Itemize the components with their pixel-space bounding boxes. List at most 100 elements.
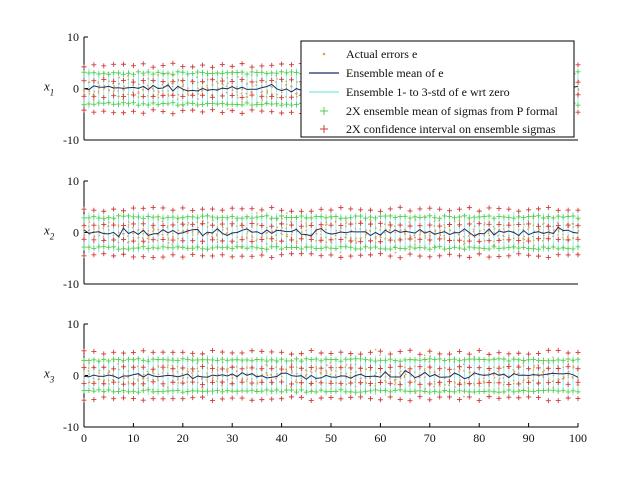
sigma-mean-point <box>461 246 467 252</box>
ci-point <box>447 379 453 385</box>
actual-error-point <box>107 221 110 224</box>
ci-point <box>190 379 196 385</box>
actual-error-point <box>330 387 332 390</box>
sigma-mean-point <box>437 244 443 250</box>
sigma-mean-point <box>397 358 403 364</box>
ci-point <box>101 364 107 370</box>
actual-error-point <box>221 77 223 79</box>
actual-error-point <box>127 235 129 237</box>
sigma-mean-point <box>229 357 235 363</box>
sigma-mean-point <box>269 101 275 107</box>
ci-point <box>269 62 275 68</box>
ci-point <box>437 366 443 372</box>
ci-point <box>111 396 117 402</box>
sigma-mean-point <box>328 388 334 394</box>
ci-point <box>328 350 334 356</box>
actual-error-point <box>271 86 274 88</box>
sigma-mean-point <box>180 389 186 395</box>
sigma-mean-point <box>180 215 186 221</box>
sigma-mean-point <box>481 389 487 395</box>
ci-point <box>209 64 215 70</box>
actual-error-point <box>567 370 570 373</box>
actual-error-point <box>206 233 209 236</box>
sigma-mean-point <box>130 357 136 363</box>
actual-error-point <box>117 224 120 226</box>
actual-error-point <box>161 90 164 92</box>
x-tick-label: 30 <box>226 431 238 445</box>
sigma-mean-point <box>293 356 299 362</box>
actual-error-point <box>157 379 160 382</box>
ci-point <box>101 77 107 83</box>
sigma-mean-point <box>368 214 374 220</box>
sigma-mean-point <box>116 70 122 76</box>
sigma-mean-point <box>249 244 255 250</box>
sigma-mean-point <box>565 213 571 219</box>
ci-point <box>526 252 532 258</box>
actual-error-point <box>300 373 302 375</box>
actual-error-point <box>334 220 337 223</box>
actual-error-point <box>311 371 313 374</box>
actual-error-point <box>161 371 164 374</box>
sigma-mean-point <box>343 215 349 221</box>
sigma-mean-point <box>254 69 260 75</box>
actual-error-point <box>98 87 100 90</box>
ci-point <box>200 238 206 244</box>
sigma-mean-point <box>116 357 122 363</box>
actual-error-point <box>557 378 559 380</box>
actual-error-point <box>147 90 150 92</box>
ci-point <box>170 79 176 85</box>
actual-error-point <box>216 368 219 371</box>
actual-error-point <box>424 236 427 239</box>
actual-error-point <box>522 237 524 240</box>
ci-point <box>486 366 492 372</box>
sigma-mean-point <box>239 388 245 394</box>
actual-error-point <box>231 233 234 236</box>
sigma-mean-point <box>279 213 285 219</box>
ci-point <box>101 208 107 214</box>
ci-point <box>486 351 492 357</box>
sigma-mean-point <box>175 387 181 393</box>
ci-point <box>160 222 166 228</box>
ci-point <box>150 64 156 70</box>
ci-point <box>170 252 176 258</box>
actual-error-point <box>503 381 505 384</box>
ci-point <box>150 366 156 372</box>
sigma-mean-point <box>432 357 438 363</box>
sigma-mean-point <box>432 388 438 394</box>
sigma-mean-point <box>125 213 131 219</box>
actual-error-point <box>186 368 189 370</box>
ci-point <box>417 364 423 370</box>
ci-point <box>506 363 512 369</box>
actual-error-point <box>211 83 214 85</box>
ci-point <box>486 254 492 260</box>
ci-point <box>101 394 107 400</box>
ci-point <box>288 94 294 100</box>
actual-error-point <box>117 231 120 234</box>
actual-error-point <box>478 377 481 380</box>
actual-error-point <box>215 234 218 237</box>
actual-error-point <box>374 348 377 351</box>
actual-error-point <box>419 386 422 389</box>
sigma-mean-point <box>111 101 117 107</box>
ci-point <box>170 396 176 402</box>
actual-error-point <box>256 212 258 214</box>
sigma-mean-point <box>476 214 482 220</box>
legend-entry-mean: Ensemble mean of e <box>309 66 444 80</box>
ci-point <box>565 381 571 387</box>
ci-point <box>318 395 324 401</box>
sigma-mean-point <box>121 357 127 363</box>
ci-point <box>229 221 235 227</box>
sigma-mean-point <box>372 358 378 364</box>
actual-error-point <box>97 378 100 381</box>
actual-error-point <box>152 228 155 230</box>
actual-error-point <box>360 370 362 373</box>
actual-error-point <box>98 372 101 374</box>
ci-point <box>575 349 581 355</box>
actual-error-point <box>562 238 565 241</box>
actual-error-point <box>454 386 456 388</box>
actual-error-point <box>513 370 516 373</box>
actual-error-point <box>345 383 348 385</box>
sigma-mean-point <box>353 213 359 219</box>
actual-error-point <box>473 374 475 376</box>
actual-error-point <box>340 227 342 230</box>
